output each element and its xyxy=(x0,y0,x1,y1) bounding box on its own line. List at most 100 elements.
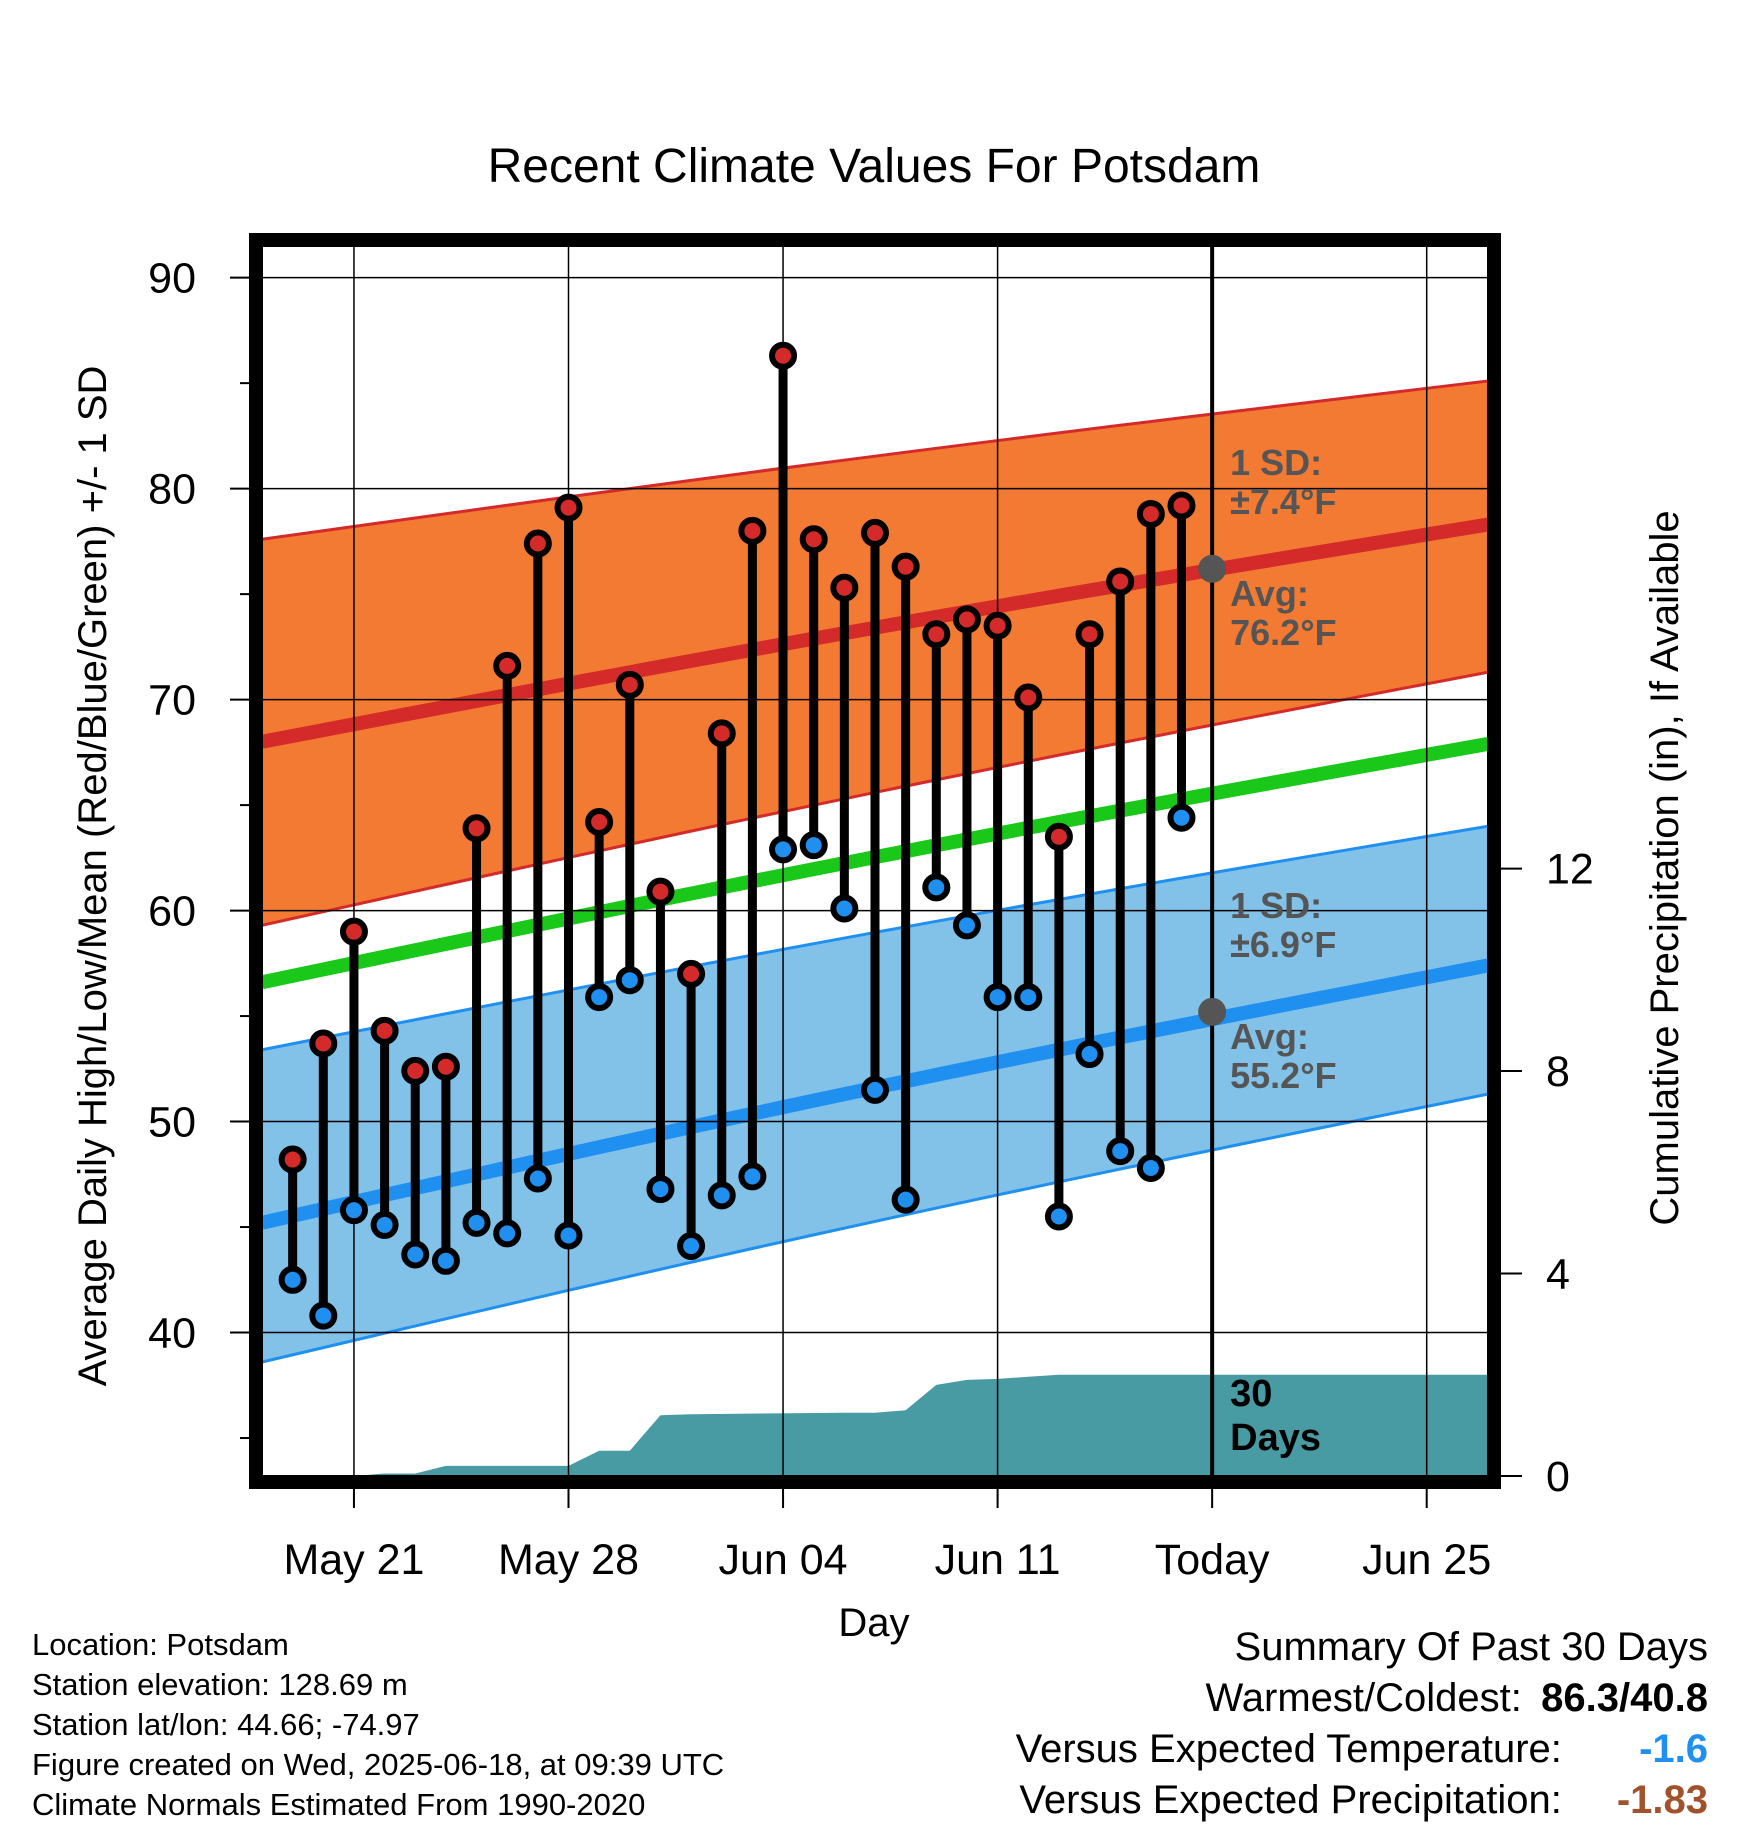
x-tick-label: May 28 xyxy=(498,1536,639,1584)
warmest-coldest-value: 86.3/40.8 xyxy=(1541,1676,1708,1720)
daily-low-point xyxy=(1167,803,1196,832)
daily-low-point xyxy=(1136,1153,1165,1182)
high-avg-value: 76.2°F xyxy=(1230,612,1336,653)
high-sd-value: ±7.4°F xyxy=(1230,481,1336,522)
y-tick-label: 80 xyxy=(148,466,196,514)
daily-low-point xyxy=(646,1175,675,1204)
daily-low-point xyxy=(799,831,828,860)
low-band-lower-edge xyxy=(262,1092,1488,1364)
elevation-text: Station elevation: 128.69 m xyxy=(32,1667,408,1702)
daily-low-point xyxy=(830,894,859,923)
daily-high-point xyxy=(585,807,614,836)
daily-high-point xyxy=(738,516,767,545)
daily-low-point xyxy=(1075,1040,1104,1069)
summary-panel: Summary Of Past 30 Days Warmest/Coldest:… xyxy=(1016,1622,1708,1826)
latlon-text: Station lat/lon: 44.66; -74.97 xyxy=(32,1707,420,1742)
daily-high-point xyxy=(493,651,522,680)
low-avg-value: 55.2°F xyxy=(1230,1055,1336,1096)
daily-low-point xyxy=(707,1181,736,1210)
daily-low-point xyxy=(922,873,951,902)
summary-warmest-coldest-row: Warmest/Coldest: 86.3/40.8 xyxy=(1016,1673,1709,1724)
axes: 40 50 60 70 80 90 0 4 8 12 May 21 May 28 Jun 04 Jun 1… xyxy=(148,233,1594,1584)
low-avg-label: Avg: xyxy=(1230,1016,1309,1057)
daily-high-point xyxy=(401,1056,430,1085)
daily-high-point xyxy=(615,670,644,699)
y2-tick-label: 12 xyxy=(1546,846,1594,894)
y-tick-label: 70 xyxy=(148,677,196,725)
precip-area xyxy=(262,1374,1488,1476)
x-tick-label: Jun 11 xyxy=(935,1536,1061,1584)
y2-axis-title: Cumulative Precipitation (in), If Availa… xyxy=(1643,510,1687,1225)
daily-low-point xyxy=(585,983,614,1012)
daily-low-point xyxy=(554,1221,583,1250)
low-sd-label: 1 SD: xyxy=(1230,885,1322,926)
daily-low-point xyxy=(677,1232,706,1261)
y-tick-label: 50 xyxy=(148,1099,196,1147)
daily-low-point xyxy=(462,1208,491,1237)
high-band-upper-edge xyxy=(262,379,1488,541)
daily-high-point xyxy=(983,611,1012,640)
daily-low-point xyxy=(983,983,1012,1012)
daily-low-point xyxy=(278,1265,307,1294)
daily-low-point xyxy=(769,835,798,864)
daily-low-point xyxy=(891,1185,920,1214)
daily-high-point xyxy=(370,1016,399,1045)
daily-high-point xyxy=(922,620,951,649)
summary-temp-row: Versus Expected Temperature: -1.6 xyxy=(1016,1724,1708,1775)
daily-high-point xyxy=(309,1029,338,1058)
daily-high-point xyxy=(523,529,552,558)
x-tick-label: Jun 04 xyxy=(718,1536,847,1584)
daily-low-point xyxy=(1106,1137,1135,1166)
daily-high-point xyxy=(1044,822,1073,851)
y2-tick-label: 8 xyxy=(1546,1048,1570,1096)
daily-low-point xyxy=(523,1164,552,1193)
daily-low-point xyxy=(401,1240,430,1269)
daily-low-point xyxy=(1014,983,1043,1012)
precip-anomaly-value: -1.83 xyxy=(1616,1778,1708,1822)
precip-days-label-number: 30 xyxy=(1230,1373,1272,1415)
y-tick-label: 90 xyxy=(148,255,196,303)
x-tick-label: May 21 xyxy=(283,1536,424,1584)
daily-high-point xyxy=(952,605,981,634)
x-axis-title: Day xyxy=(838,1601,909,1645)
summary-precip-row: Versus Expected Precipitation: -1.83 xyxy=(1016,1775,1708,1826)
normals-text: Climate Normals Estimated From 1990-2020 xyxy=(32,1787,646,1822)
daily-low-point xyxy=(1044,1202,1073,1231)
daily-high-point xyxy=(431,1052,460,1081)
daily-low-point xyxy=(493,1219,522,1248)
daily-low-point xyxy=(615,966,644,995)
plot-area xyxy=(262,246,1488,1476)
created-text: Figure created on Wed, 2025-06-18, at 09… xyxy=(32,1747,725,1782)
daily-high-point xyxy=(1075,620,1104,649)
daily-high-point xyxy=(677,959,706,988)
warmest-coldest-label: Warmest/Coldest: xyxy=(1205,1676,1522,1720)
daily-high-point xyxy=(1014,683,1043,712)
daily-low-point xyxy=(861,1075,889,1104)
daily-high-point xyxy=(554,493,583,522)
daily-high-point xyxy=(1106,567,1135,596)
temp-anomaly-label: Versus Expected Temperature: xyxy=(1015,1727,1562,1771)
y-axis-title: Average Daily High/Low/Mean (Red/Blue/Gr… xyxy=(71,366,115,1387)
daily-high-point xyxy=(1167,491,1196,520)
daily-low-point xyxy=(309,1301,338,1330)
daily-high-point xyxy=(861,518,889,547)
y2-tick-label: 4 xyxy=(1546,1251,1570,1299)
y2-tick-label: 0 xyxy=(1546,1453,1570,1501)
y-tick-label: 60 xyxy=(148,888,196,936)
station-info: Location: Potsdam Station elevation: 128… xyxy=(32,1625,724,1825)
daily-high-point xyxy=(462,814,491,843)
daily-low-point xyxy=(952,911,981,940)
low-sd-value: ±6.9°F xyxy=(1230,924,1336,965)
plot-frame xyxy=(249,233,1501,1489)
precip-anomaly-label: Versus Expected Precipitation: xyxy=(1019,1778,1562,1822)
daily-high-point xyxy=(891,552,920,581)
daily-low-point xyxy=(431,1246,460,1275)
daily-high-point xyxy=(1136,499,1165,528)
summary-title: Summary Of Past 30 Days xyxy=(1234,1625,1708,1669)
today-low-avg-marker xyxy=(1198,997,1227,1026)
daily-high-point xyxy=(646,877,675,906)
daily-high-point xyxy=(769,341,798,370)
daily-low-point xyxy=(738,1162,767,1191)
daily-high-point xyxy=(799,525,828,554)
